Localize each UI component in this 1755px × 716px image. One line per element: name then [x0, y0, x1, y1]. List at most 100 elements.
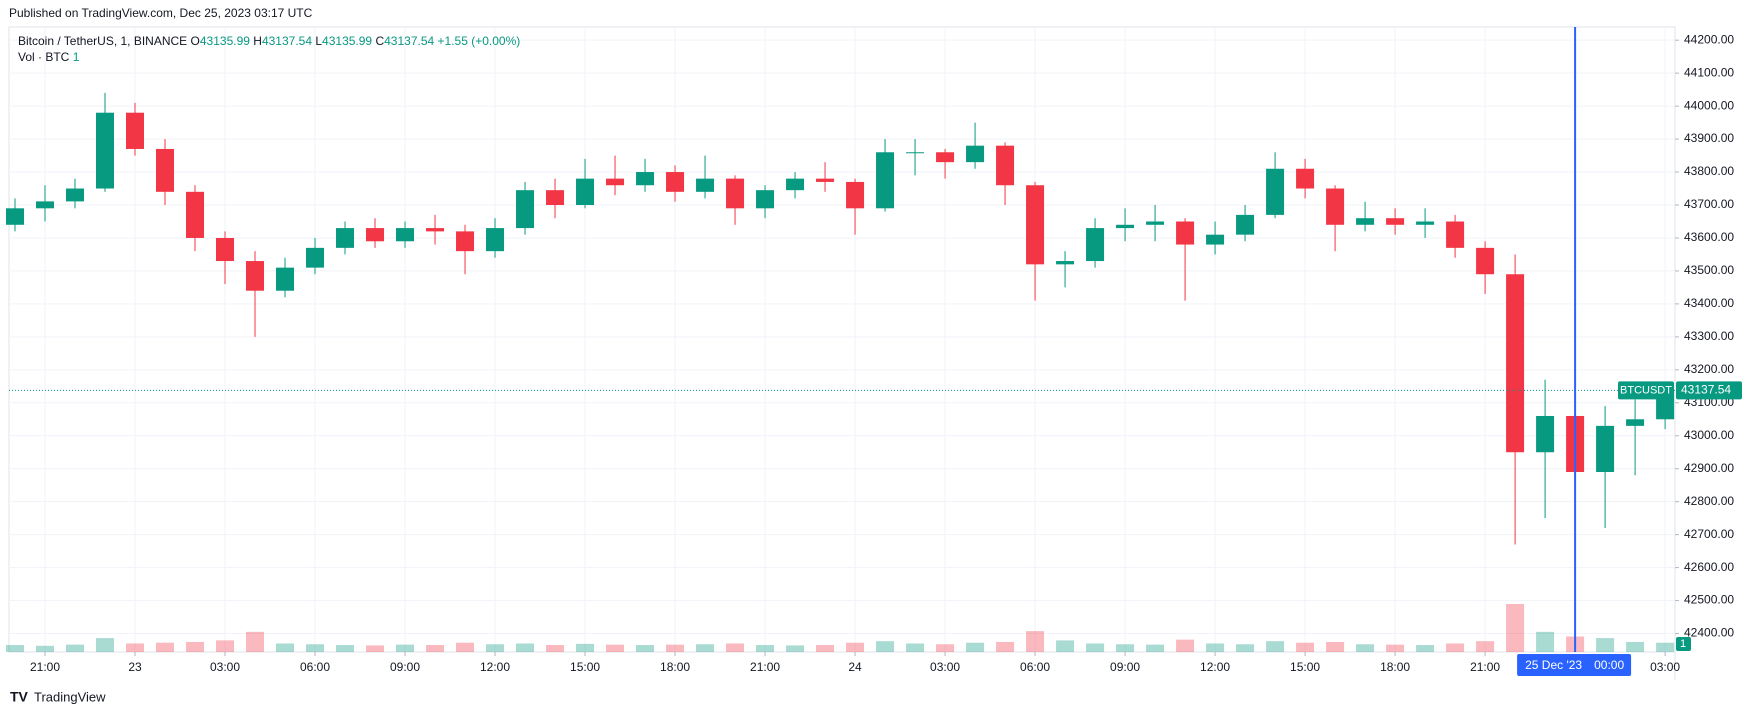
candle-body [696, 178, 715, 192]
x-tick-label: 18:00 [1380, 660, 1410, 674]
y-tick-label: 44200.00 [1684, 32, 1734, 46]
volume-bar [1266, 641, 1285, 652]
candle-body [1146, 221, 1165, 225]
y-tick-label: 42500.00 [1684, 593, 1734, 607]
volume-bar [516, 643, 535, 652]
volume-bar [606, 644, 625, 652]
grid [9, 27, 1675, 652]
candle-body [1086, 228, 1105, 262]
candle-body [1476, 247, 1495, 275]
y-tick-label: 42800.00 [1684, 494, 1734, 508]
volume-bar [666, 644, 685, 652]
x-tick-label: 12:00 [480, 660, 510, 674]
y-tick-label: 43200.00 [1684, 362, 1734, 376]
x-tick-label: 03:00 [1650, 660, 1680, 674]
volume-legend-value: 1 [73, 50, 80, 64]
volume-bar [1026, 631, 1045, 652]
candle-body [1416, 221, 1435, 225]
legend-value: 43137.54 [384, 34, 434, 48]
volume-bar [996, 641, 1015, 652]
legend-value: 43137.54 [262, 34, 312, 48]
candle-body [516, 190, 535, 229]
candle-body [216, 237, 235, 262]
volume-bar [936, 644, 955, 652]
candle-body [1056, 261, 1075, 265]
candle-body [186, 191, 205, 238]
x-tick-label: 03:00 [210, 660, 240, 674]
x-tick-label: 06:00 [300, 660, 330, 674]
y-tick-label: 42600.00 [1684, 560, 1734, 574]
volume-bar [5, 645, 25, 652]
volume-bar [1446, 643, 1465, 652]
candle-body [816, 178, 835, 182]
candle-body [66, 188, 85, 202]
legend-key: O [191, 34, 200, 48]
volume-bar [1086, 643, 1105, 652]
brand-icon: TV [10, 689, 29, 705]
x-tick-label: 24 [848, 660, 862, 674]
x-tick-label: 09:00 [1110, 660, 1140, 674]
y-tick-label: 44000.00 [1684, 98, 1734, 112]
published-note: Published on TradingView.com, Dec 25, 20… [9, 6, 313, 20]
brand-logo: TV [10, 689, 29, 705]
volume-bar [1356, 644, 1375, 652]
legend-key: C [375, 34, 384, 48]
candle-body [156, 148, 175, 192]
candle-body [456, 231, 475, 252]
volume-bar [876, 641, 895, 652]
candle-body [336, 228, 355, 248]
x-tick-label: 09:00 [390, 660, 420, 674]
volume-bar [156, 642, 175, 652]
candle-body [1176, 221, 1195, 245]
price-tag [1676, 381, 1742, 400]
x-tick-label: 21:00 [30, 660, 60, 674]
y-tick-label: 43400.00 [1684, 296, 1734, 310]
volume-bar [336, 645, 355, 652]
candle-body [1026, 185, 1045, 265]
volume-bar [966, 642, 985, 652]
volume-bar [426, 645, 445, 652]
volume-bar [1296, 642, 1315, 652]
candle-body [1386, 218, 1405, 225]
volume-bar [456, 642, 475, 652]
candle-body [876, 152, 895, 209]
volume-legend: Vol · BTC 1 [18, 50, 80, 64]
candle-body [996, 145, 1015, 186]
volume-bar [1596, 638, 1615, 652]
candle-body [1326, 188, 1345, 225]
volume-bar [1626, 641, 1645, 652]
candle-body [96, 112, 115, 189]
candle-body [666, 172, 685, 192]
candle-body [246, 261, 265, 291]
candle-body [786, 178, 805, 191]
volume-bar [276, 643, 295, 652]
y-tick-label: 42700.00 [1684, 527, 1734, 541]
volume-bar [1386, 644, 1405, 652]
volume-bar [786, 645, 805, 652]
volume-bar [216, 640, 235, 652]
y-tick-label: 42900.00 [1684, 461, 1734, 475]
candle-body [756, 190, 775, 209]
candle-body [636, 172, 655, 186]
candle-body [5, 208, 25, 225]
volume-bar [126, 643, 145, 652]
candle-body [1626, 419, 1645, 426]
volume-bar [846, 642, 865, 652]
candle-body [846, 181, 865, 209]
volume-bar [1116, 644, 1135, 652]
crosshair-label-box [1517, 654, 1632, 676]
volume-bar [486, 644, 505, 652]
y-tick-label: 43600.00 [1684, 230, 1734, 244]
brand-text: TradingView [34, 689, 106, 704]
candle-body [936, 152, 955, 163]
x-tick-label: 03:00 [930, 660, 960, 674]
candle-body [576, 178, 595, 206]
volume-bar [396, 644, 415, 652]
volume-bar [306, 644, 325, 652]
volume-bar [186, 641, 205, 652]
candle-body [1536, 415, 1555, 453]
crosshair-date: 25 Dec '23 [1525, 658, 1582, 672]
candle-body [306, 247, 325, 268]
y-tick-label: 43500.00 [1684, 263, 1734, 277]
volume-bar [636, 645, 655, 652]
